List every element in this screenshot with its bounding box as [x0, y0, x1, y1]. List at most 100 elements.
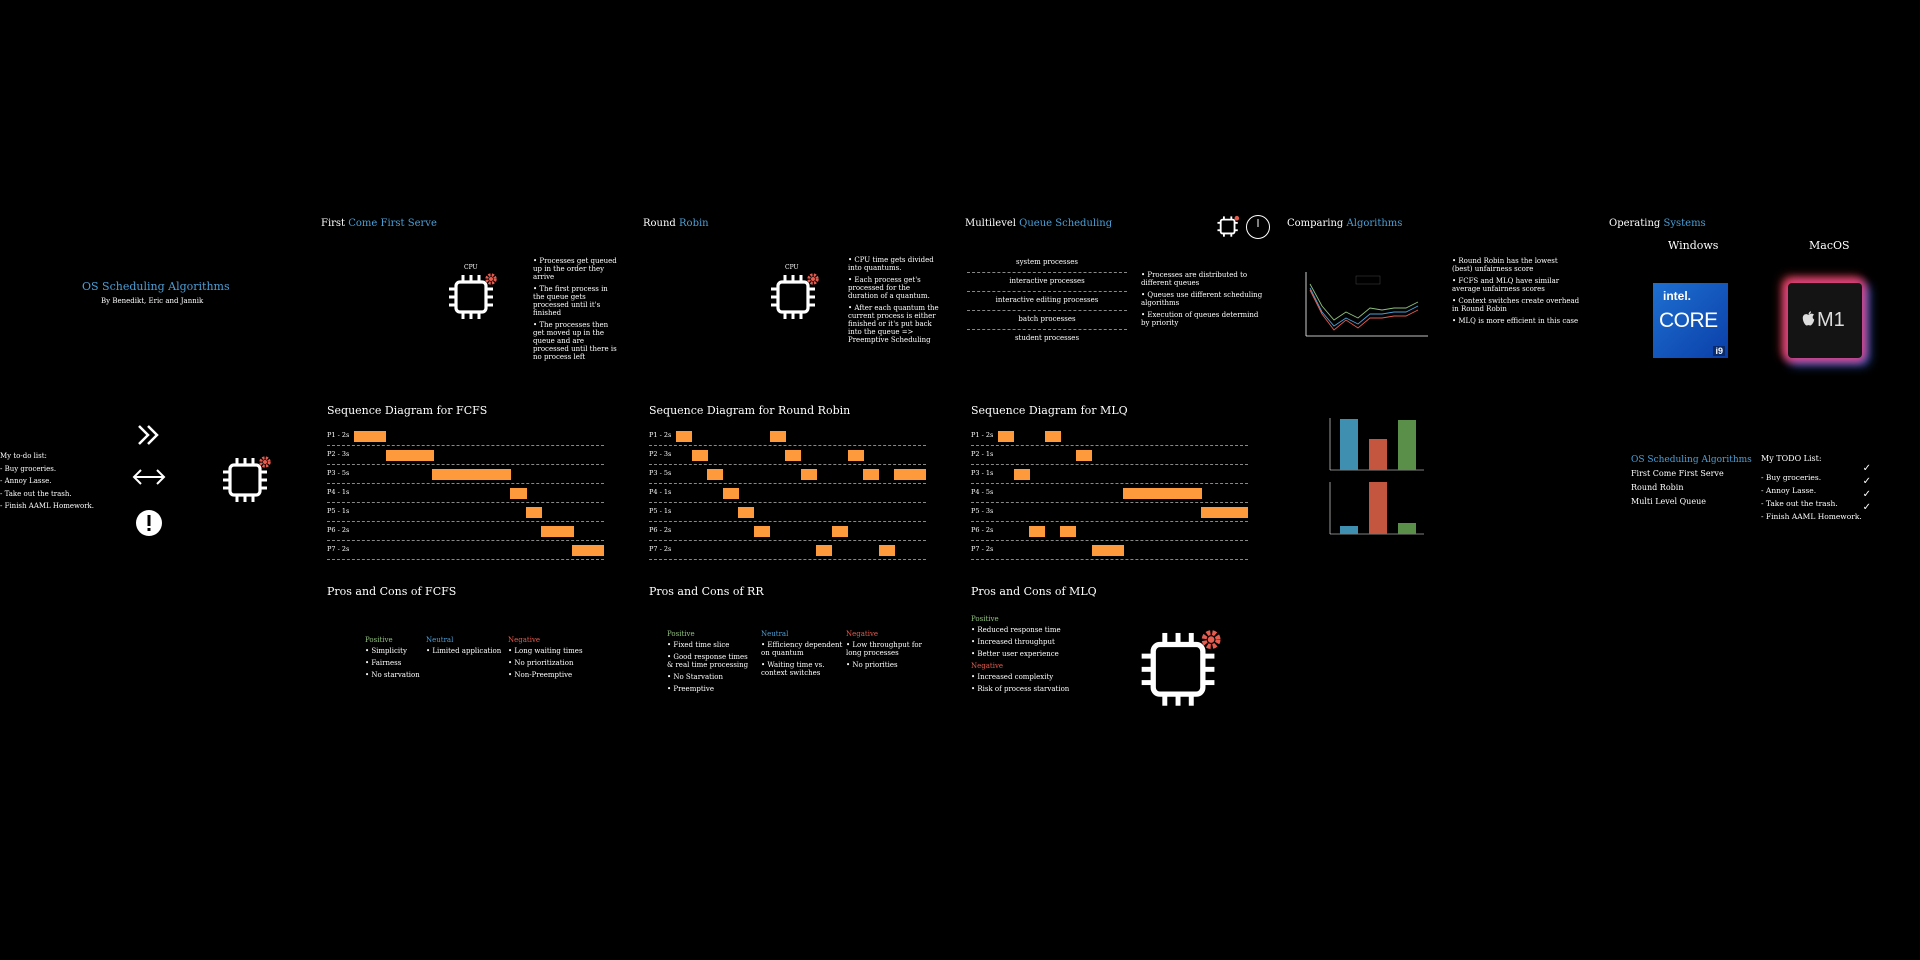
process-bar: [707, 469, 723, 480]
menu-item-rr[interactable]: Round Robin: [1631, 483, 1684, 492]
process-label: P6 - 2s: [327, 526, 350, 534]
fcfs-positive: Positive Simplicity Fairness No starvation: [365, 636, 425, 683]
os-menu: OS Scheduling Algorithms First Come Firs…: [1631, 453, 1752, 509]
mlq-title-plain: Multilevel: [965, 218, 1020, 229]
fcfs-seq-title: Sequence Diagram for FCFS: [327, 404, 488, 417]
fcfs-title-accent: Come First Serve: [348, 218, 437, 229]
double-chevron-right-icon: [138, 425, 159, 445]
alert-icon: [136, 510, 162, 536]
cpu-gear-icon: [1141, 630, 1221, 706]
rr-title: Round Robin: [643, 218, 709, 229]
cpu-label: CPU: [464, 264, 478, 271]
todo-item: - Annoy Lasse.: [1761, 486, 1817, 495]
fcfs-sequence-diagram: P1 - 2s P2 - 3s P3 - 5s P4 - 1s P5 - 1s …: [327, 429, 604, 560]
process-bar: [692, 450, 708, 461]
process-row: P1 - 2s: [327, 429, 604, 446]
process-row: P4 - 1s: [649, 486, 926, 503]
process-row: P5 - 1s: [327, 505, 604, 522]
process-bar: [386, 450, 434, 461]
process-label: P1 - 2s: [971, 431, 994, 439]
mlq-queue-list: system processes interactive processes i…: [967, 254, 1127, 346]
windows-label: Windows: [1668, 239, 1719, 252]
clock-icon: [1246, 215, 1270, 239]
process-row: P7 - 2s: [649, 543, 926, 560]
os-title: Operating Systems: [1609, 218, 1706, 229]
bullet: Context switches create overhead in Roun…: [1452, 297, 1580, 313]
comparison-bar-chart-top: [1329, 418, 1424, 471]
mlq-title-accent: Queue Scheduling: [1019, 218, 1113, 229]
process-label: P6 - 2s: [971, 526, 994, 534]
process-row: P3 - 5s: [649, 467, 926, 484]
todo-line: - Finish AAML Homework.: [0, 502, 95, 510]
arrows-left-right-icon: [132, 469, 166, 485]
bullet: No priorities: [846, 661, 926, 669]
process-row: P6 - 2s: [649, 524, 926, 541]
menu-item-fcfs[interactable]: First Come First Serve: [1631, 469, 1724, 478]
process-label: P2 - 3s: [327, 450, 350, 458]
bullet: Risk of process starvation: [971, 685, 1081, 693]
rr-sequence-diagram: P1 - 2s P2 - 3s P3 - 5s P4 - 1s P5 - 1s …: [649, 429, 926, 560]
bullet: Waiting time vs. context switches: [761, 661, 843, 677]
process-bar: [1201, 507, 1248, 518]
process-bar: [354, 431, 386, 442]
process-bar: [541, 526, 574, 537]
process-label: P1 - 2s: [649, 431, 672, 439]
bullet: Limited application: [426, 647, 506, 655]
todo-line: - Annoy Lasse.: [0, 477, 52, 485]
bullet: Good response times & real time processi…: [667, 653, 752, 669]
process-bar: [863, 469, 879, 480]
bullet: FCFS and MLQ have similar average unfair…: [1452, 277, 1580, 293]
process-bar: [1014, 469, 1030, 480]
apple-icon: [1802, 311, 1815, 326]
rr-positive: Positive Fixed time slice Good response t…: [667, 630, 752, 697]
compare-title-plain: Comparing: [1287, 218, 1347, 229]
process-bar: [723, 488, 739, 499]
bullet: Reduced response time: [971, 626, 1081, 634]
queue-item: interactive editing processes: [967, 292, 1127, 311]
process-bar: [1060, 526, 1076, 537]
bullet: No prioritization: [508, 659, 588, 667]
negative-heading: Negative: [971, 662, 1004, 670]
menu-item-mlq[interactable]: Multi Level Queue: [1631, 497, 1706, 506]
process-row: P7 - 2s: [327, 543, 604, 560]
compare-title-accent: Algorithms: [1346, 218, 1403, 229]
bullet: Non-Preemptive: [508, 671, 588, 679]
fcfs-title: First Come First Serve: [321, 218, 437, 229]
bullet: The processes then get moved up in the q…: [533, 321, 618, 361]
process-bar: [738, 507, 754, 518]
process-bar: [572, 545, 604, 556]
process-row: P6 - 2s: [971, 524, 1248, 541]
bullet: MLQ is more efficient in this case: [1452, 317, 1580, 325]
process-label: P7 - 2s: [971, 545, 994, 553]
process-label: P7 - 2s: [327, 545, 350, 553]
process-label: P4 - 1s: [327, 488, 350, 496]
process-label: P7 - 2s: [649, 545, 672, 553]
check-icon: ✓: [1862, 476, 1871, 487]
todo-line: - Take out the trash.: [0, 489, 72, 498]
mlq-pros-cons: Positive Reduced response time Increased …: [971, 615, 1081, 697]
bullet: Increased complexity: [971, 673, 1081, 681]
process-bar: [526, 507, 542, 518]
fcfs-neutral: Neutral Limited application: [426, 636, 506, 659]
todo-item: - Take out the trash.: [1761, 499, 1838, 508]
negative-heading: Negative: [508, 636, 541, 644]
os-todo-list: My TODO List: - Buy groceries. ✓ - Annoy …: [1761, 453, 1871, 521]
negative-heading: Negative: [846, 630, 879, 638]
todo-item: - Finish AAML Homework.: [1761, 512, 1862, 521]
bullet: Queues use different scheduling algorith…: [1141, 291, 1265, 307]
bullet: Execution of queues determind by priorit…: [1141, 311, 1265, 327]
rr-bullets: CPU time gets divided into quantums. Eac…: [848, 256, 940, 348]
queue-item: interactive processes: [967, 273, 1127, 292]
bullet: Long waiting times: [508, 647, 588, 655]
process-label: P2 - 3s: [649, 450, 672, 458]
apple-m1-logo: M1: [1788, 283, 1862, 358]
intel-brand: intel.: [1663, 289, 1692, 303]
check-icon: ✓: [1862, 502, 1871, 513]
process-label: P4 - 5s: [971, 488, 994, 496]
menu-title: OS Scheduling Algorithms: [1631, 455, 1752, 465]
os-title-accent: Systems: [1663, 218, 1706, 229]
todo-item: - Buy groceries.: [1761, 473, 1822, 482]
compare-bullets: Round Robin has the lowest (best) unfair…: [1452, 257, 1580, 329]
neutral-heading: Neutral: [426, 636, 454, 644]
fcfs-negative: Negative Long waiting times No prioritiza…: [508, 636, 588, 683]
